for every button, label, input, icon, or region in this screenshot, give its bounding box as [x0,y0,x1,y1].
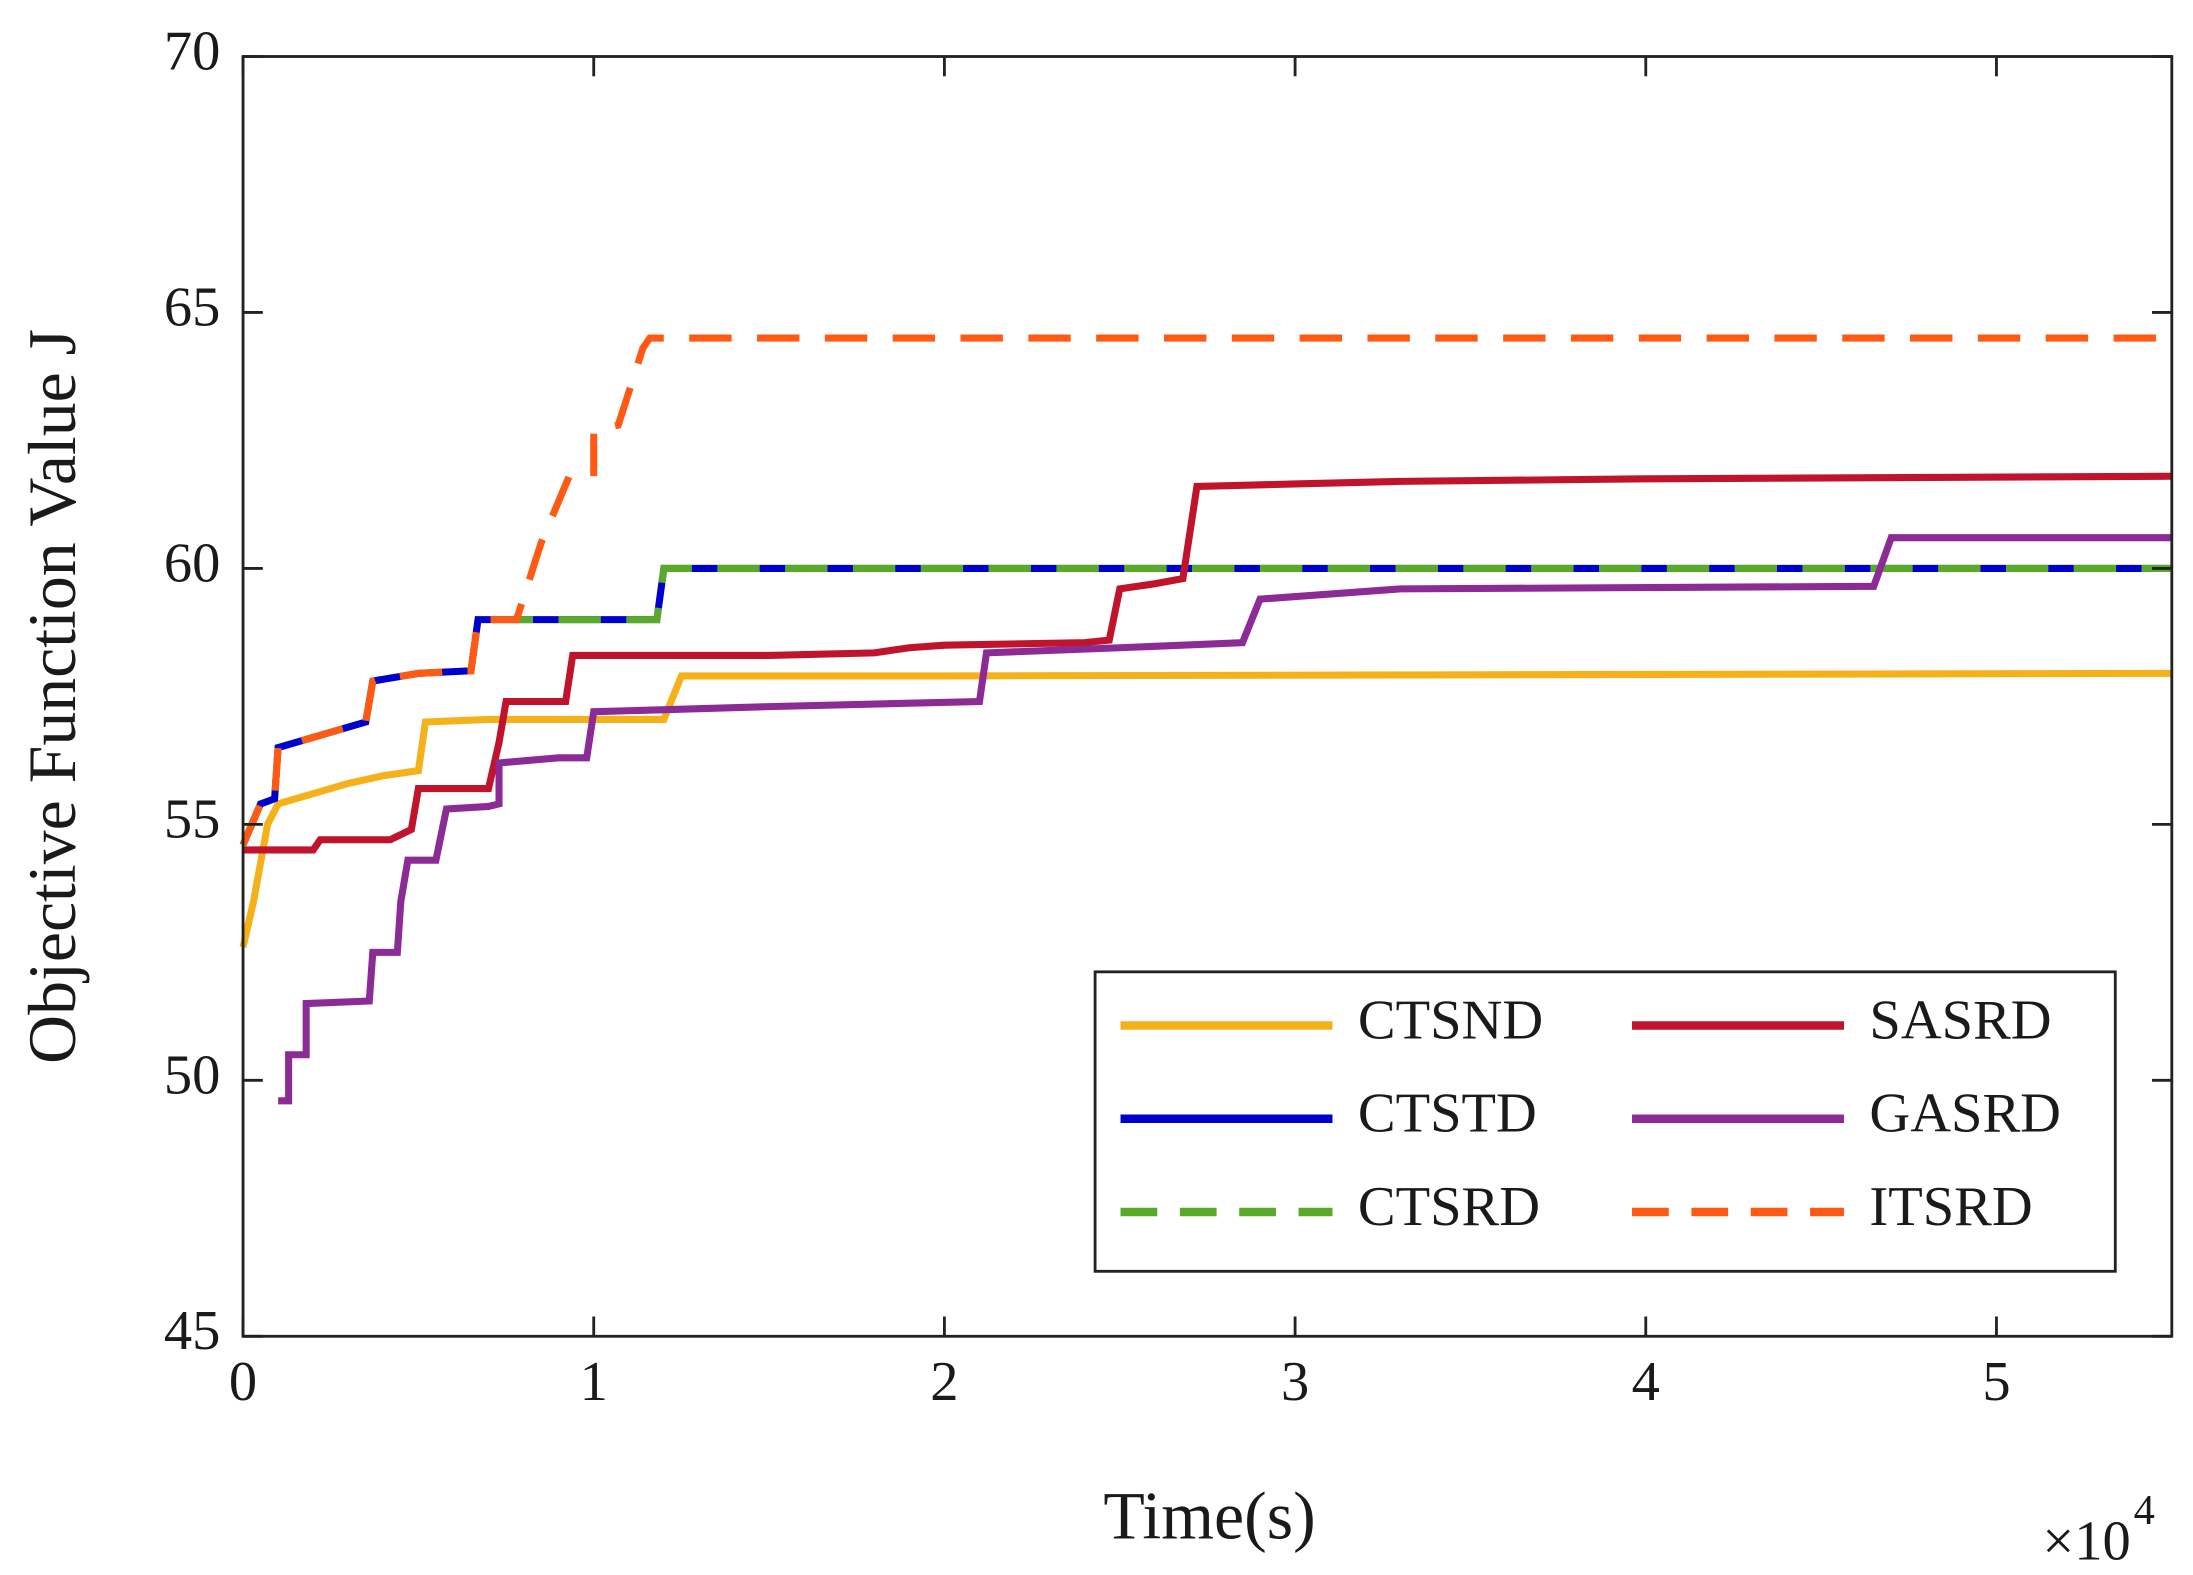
series-line [278,534,2172,1105]
legend-label: SASRD [1869,989,2051,1051]
series-line [239,334,2172,847]
series-line [243,472,2172,854]
x-axis-label: Time(s) [1103,1478,1315,1553]
x-tick-label: 5 [1982,1351,2010,1413]
series-line [239,669,2172,949]
y-axis-label: Objective Function Value J [15,329,90,1064]
plot-area [239,334,2172,1105]
x-tick-label: 3 [1281,1351,1309,1413]
y-tick-label: 70 [164,20,221,82]
x-tick-label: 0 [229,1351,257,1413]
x-multiplier: ×10 [2042,1511,2130,1573]
legend-label: CTSTD [1358,1083,1537,1145]
legend-label: CTSND [1358,989,1543,1051]
y-tick-label: 65 [164,276,221,338]
y-tick-label: 50 [164,1044,221,1106]
x-tick-label: 1 [580,1351,608,1413]
x-tick-label: 2 [930,1351,958,1413]
legend-label: ITSRD [1869,1176,2032,1238]
y-tick-label: 60 [164,532,221,594]
y-tick-label: 45 [164,1300,221,1362]
x-multiplier-exponent: 4 [2134,1487,2155,1534]
legend-label: GASRD [1869,1083,2061,1145]
axes-box [241,55,2174,1338]
legend-label: CTSRD [1358,1176,1540,1238]
y-tick-label: 55 [164,788,221,850]
legend: CTSND CTSTD CTSRD SASRD GASRD ITSRD [1093,970,2117,1273]
x-tick-label: 4 [1632,1351,1660,1413]
